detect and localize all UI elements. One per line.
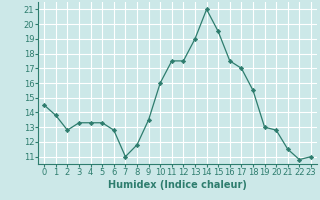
X-axis label: Humidex (Indice chaleur): Humidex (Indice chaleur) [108, 180, 247, 190]
